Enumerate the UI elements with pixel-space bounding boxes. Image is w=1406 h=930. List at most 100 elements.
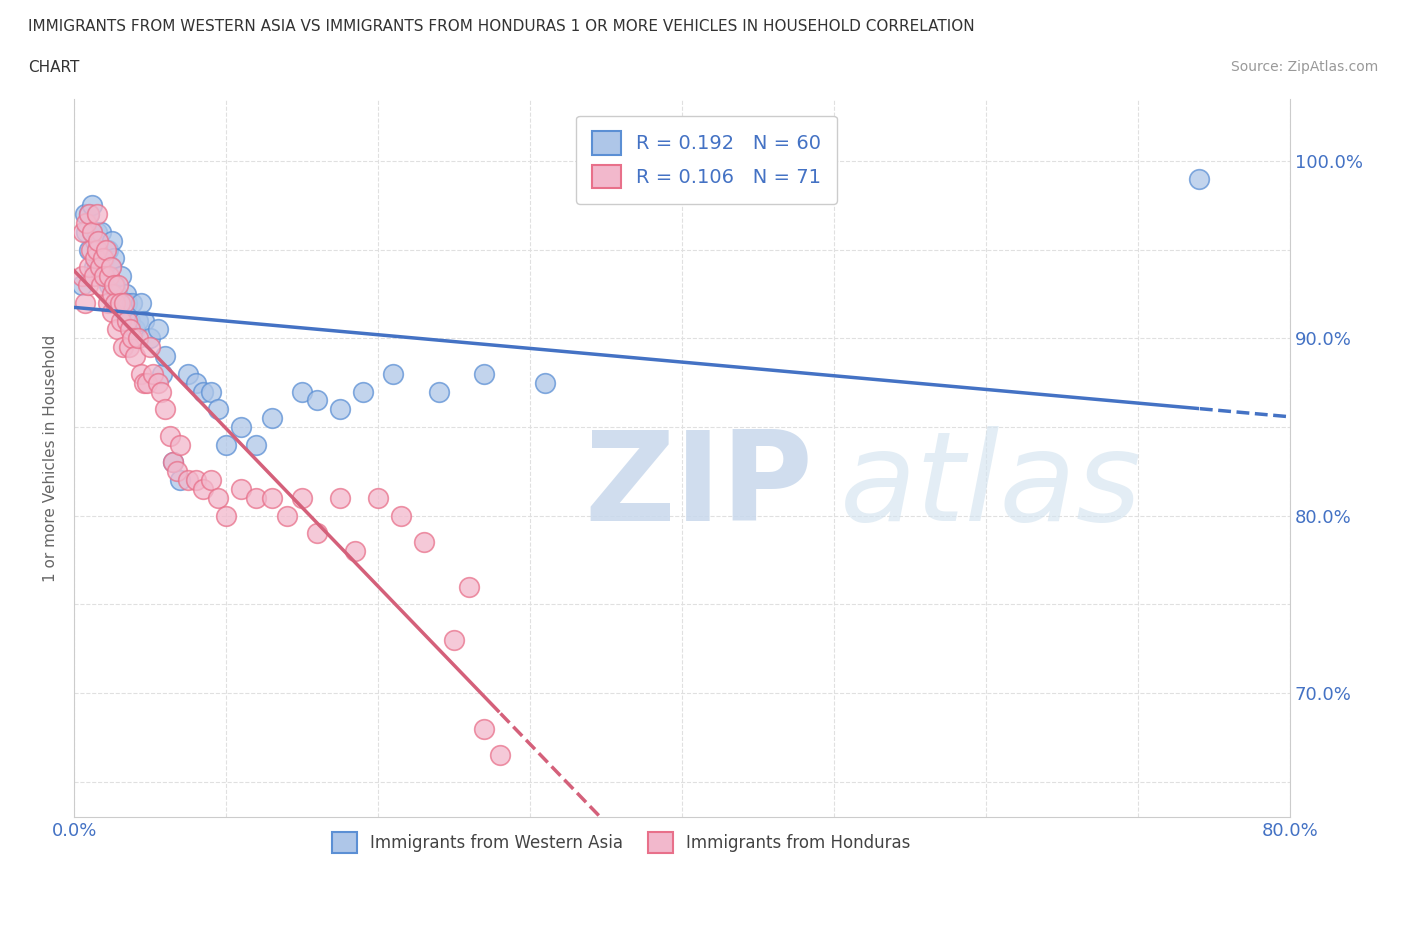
Point	[150, 366, 173, 381]
Point	[149, 384, 172, 399]
Point	[82, 224, 104, 239]
Point	[231, 482, 253, 497]
Point	[79, 206, 101, 221]
Point	[136, 375, 159, 390]
Point	[118, 339, 141, 354]
Point	[127, 313, 149, 328]
Point	[291, 490, 314, 505]
Point	[231, 419, 253, 434]
Point	[132, 375, 155, 390]
Point	[260, 490, 283, 505]
Point	[96, 296, 118, 311]
Point	[177, 366, 200, 381]
Point	[91, 251, 114, 266]
Point	[84, 251, 107, 266]
Point	[87, 233, 110, 248]
Point	[104, 296, 127, 311]
Point	[307, 393, 329, 408]
Point	[120, 313, 142, 328]
Point	[110, 269, 132, 284]
Point	[91, 269, 114, 284]
Point	[103, 277, 125, 292]
Point	[193, 482, 215, 497]
Point	[100, 259, 122, 274]
Point	[129, 366, 152, 381]
Point	[114, 286, 136, 301]
Point	[184, 375, 207, 390]
Point	[121, 331, 143, 346]
Point	[127, 331, 149, 346]
Text: CHART: CHART	[28, 60, 80, 75]
Point	[474, 722, 496, 737]
Point	[166, 464, 188, 479]
Point	[162, 455, 184, 470]
Point	[276, 509, 298, 524]
Point	[79, 259, 101, 274]
Point	[108, 296, 131, 311]
Point	[245, 490, 267, 505]
Point	[101, 277, 124, 292]
Point	[96, 242, 118, 257]
Point	[291, 384, 314, 399]
Point	[98, 277, 121, 292]
Point	[89, 259, 111, 274]
Text: atlas: atlas	[841, 426, 1142, 547]
Y-axis label: 1 or more Vehicles in Household: 1 or more Vehicles in Household	[44, 335, 58, 581]
Point	[76, 277, 98, 292]
Point	[90, 224, 112, 239]
Point	[307, 526, 329, 541]
Point	[139, 331, 162, 346]
Point	[103, 251, 125, 266]
Point	[120, 322, 142, 337]
Point	[344, 544, 367, 559]
Point	[169, 472, 191, 487]
Point	[89, 259, 111, 274]
Point	[146, 322, 169, 337]
Point	[86, 242, 108, 257]
Point	[474, 366, 496, 381]
Point	[412, 535, 434, 550]
Point	[70, 277, 93, 292]
Point	[124, 322, 146, 337]
Point	[142, 366, 165, 381]
Point	[73, 206, 96, 221]
Point	[73, 296, 96, 311]
Point	[534, 375, 557, 390]
Point	[155, 349, 177, 364]
Point	[352, 384, 374, 399]
Point	[367, 490, 389, 505]
Point	[105, 286, 128, 301]
Point	[101, 304, 124, 319]
Point	[329, 490, 352, 505]
Point	[111, 339, 134, 354]
Point	[86, 259, 108, 274]
Point	[80, 242, 103, 257]
Text: Source: ZipAtlas.com: Source: ZipAtlas.com	[1230, 60, 1378, 74]
Point	[124, 349, 146, 364]
Point	[70, 269, 93, 284]
Point	[112, 296, 135, 311]
Point	[169, 437, 191, 452]
Legend: Immigrants from Western Asia, Immigrants from Honduras: Immigrants from Western Asia, Immigrants…	[325, 826, 918, 859]
Point	[112, 304, 135, 319]
Point	[117, 296, 139, 311]
Point	[139, 339, 162, 354]
Point	[488, 748, 510, 763]
Point	[155, 402, 177, 417]
Point	[245, 437, 267, 452]
Point	[83, 259, 105, 274]
Point	[75, 224, 97, 239]
Point	[107, 277, 129, 292]
Point	[200, 472, 222, 487]
Point	[75, 216, 97, 231]
Point	[105, 322, 128, 337]
Point	[260, 411, 283, 426]
Point	[215, 437, 238, 452]
Point	[98, 269, 121, 284]
Point	[93, 251, 115, 266]
Point	[207, 402, 229, 417]
Point	[84, 233, 107, 248]
Point	[1188, 171, 1211, 186]
Point	[382, 366, 405, 381]
Point	[162, 455, 184, 470]
